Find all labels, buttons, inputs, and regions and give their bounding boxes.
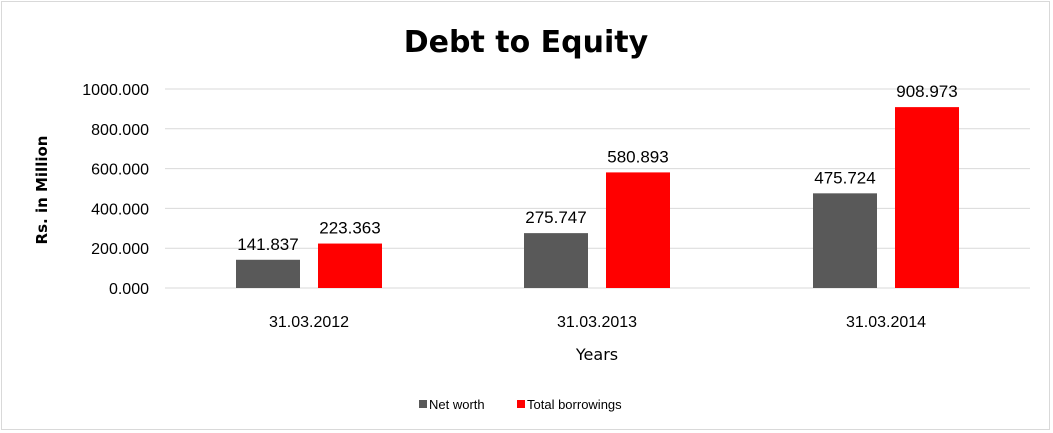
data-label: 141.837 bbox=[237, 235, 298, 254]
bar-net-worth bbox=[813, 193, 877, 288]
data-label: 275.747 bbox=[525, 208, 586, 227]
data-label: 580.893 bbox=[607, 147, 668, 166]
bar-net-worth bbox=[236, 259, 300, 288]
x-tick-label: 31.03.2012 bbox=[269, 314, 349, 331]
bar-total-borrowings bbox=[895, 107, 959, 288]
legend-swatch-total-borrowings bbox=[517, 400, 525, 408]
legend-label: Total borrowings bbox=[527, 397, 622, 412]
y-tick-label: 200.000 bbox=[91, 241, 149, 258]
bar-total-borrowings bbox=[606, 172, 670, 288]
bar-total-borrowings bbox=[318, 243, 382, 288]
y-tick-label: 800.000 bbox=[91, 122, 149, 139]
y-tick-label: 0.000 bbox=[109, 281, 149, 298]
data-labels: 141.837 223.363 275.747 580.893 475.724 908.9… bbox=[237, 82, 957, 254]
legend-swatch-net-worth bbox=[419, 400, 427, 408]
legend-label: Net worth bbox=[429, 397, 485, 412]
y-axis-ticks: 0.000 200.000 400.000 600.000 800.000 1000.00… bbox=[82, 82, 149, 298]
x-tick-label: 31.03.2014 bbox=[846, 314, 926, 331]
data-label: 475.724 bbox=[814, 168, 875, 187]
bars bbox=[236, 107, 959, 288]
y-tick-label: 1000.000 bbox=[82, 82, 149, 99]
x-axis-title: Years bbox=[575, 345, 618, 364]
gridlines bbox=[165, 88, 1030, 289]
data-label: 223.363 bbox=[319, 219, 380, 238]
bar-net-worth bbox=[524, 233, 588, 288]
x-axis-ticks: 31.03.2012 31.03.2013 31.03.2014 bbox=[269, 314, 926, 331]
y-tick-label: 600.000 bbox=[91, 162, 149, 179]
y-tick-label: 400.000 bbox=[91, 201, 149, 218]
data-label: 908.973 bbox=[896, 82, 957, 101]
chart-title: Debt to Equity bbox=[404, 25, 649, 60]
x-tick-label: 31.03.2013 bbox=[557, 314, 637, 331]
y-axis-title: Rs. in Million bbox=[33, 136, 51, 245]
legend: Net worth Total borrowings bbox=[419, 397, 622, 412]
